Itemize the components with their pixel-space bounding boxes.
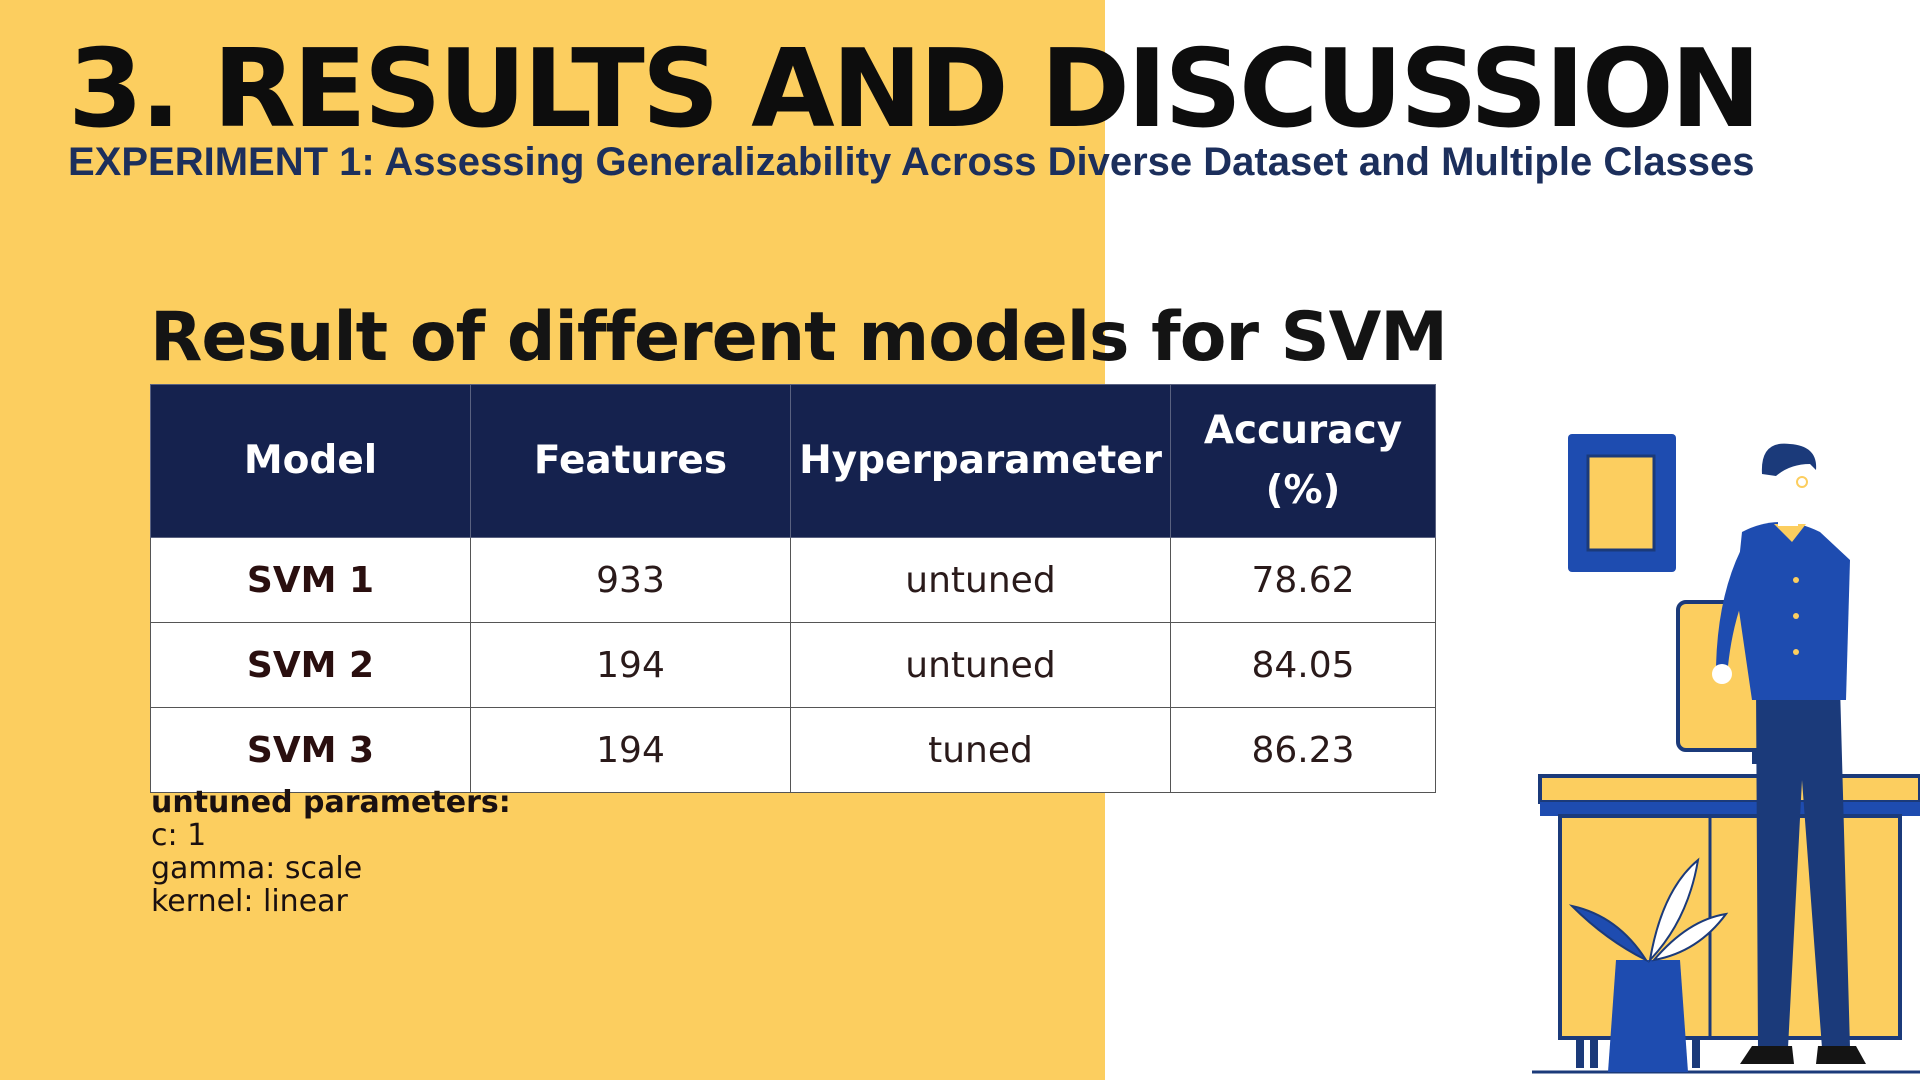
results-table: Model Features Hyperparameter Accuracy (%… — [150, 384, 1436, 793]
cell-model: SVM 2 — [150, 622, 471, 708]
param-line: gamma: scale — [151, 851, 363, 886]
header-model: Model — [150, 384, 471, 538]
cell-model: SVM 3 — [150, 707, 471, 793]
cell-accuracy: 84.05 — [1170, 622, 1436, 708]
untuned-parameters-note: untuned parameters: c: 1 gamma: scale ke… — [151, 786, 511, 918]
table-header-row: Model Features Hyperparameter Accuracy (%… — [150, 384, 1436, 538]
table-row: SVM 3 194 tuned 86.23 — [150, 707, 1436, 793]
header-accuracy-line2: (%) — [1265, 468, 1341, 513]
cell-accuracy: 78.62 — [1170, 537, 1436, 623]
person-at-desk-icon — [1532, 434, 1920, 1074]
param-line: kernel: linear — [151, 884, 348, 919]
cell-hyperparameter: untuned — [790, 622, 1171, 708]
cell-features: 933 — [470, 537, 791, 623]
param-line: c: 1 — [151, 818, 207, 853]
table-row: SVM 2 194 untuned 84.05 — [150, 622, 1436, 708]
cell-features: 194 — [470, 707, 791, 793]
cell-model: SVM 1 — [150, 537, 471, 623]
experiment-subtitle: EXPERIMENT 1: Assessing Generalizability… — [68, 140, 1755, 184]
header-hyperparameter: Hyperparameter — [790, 384, 1171, 538]
page-title: 3. RESULTS AND DISCUSSION — [68, 27, 1761, 152]
table-row: SVM 1 933 untuned 78.62 — [150, 537, 1436, 623]
cell-hyperparameter: tuned — [790, 707, 1171, 793]
params-title: untuned parameters: — [151, 785, 511, 820]
section-title: Result of different models for SVM — [150, 298, 1448, 377]
cell-features: 194 — [470, 622, 791, 708]
header-accuracy: Accuracy (%) — [1170, 384, 1436, 538]
header-features: Features — [470, 384, 791, 538]
header-accuracy-line1: Accuracy — [1203, 408, 1403, 453]
cell-accuracy: 86.23 — [1170, 707, 1436, 793]
cell-hyperparameter: untuned — [790, 537, 1171, 623]
